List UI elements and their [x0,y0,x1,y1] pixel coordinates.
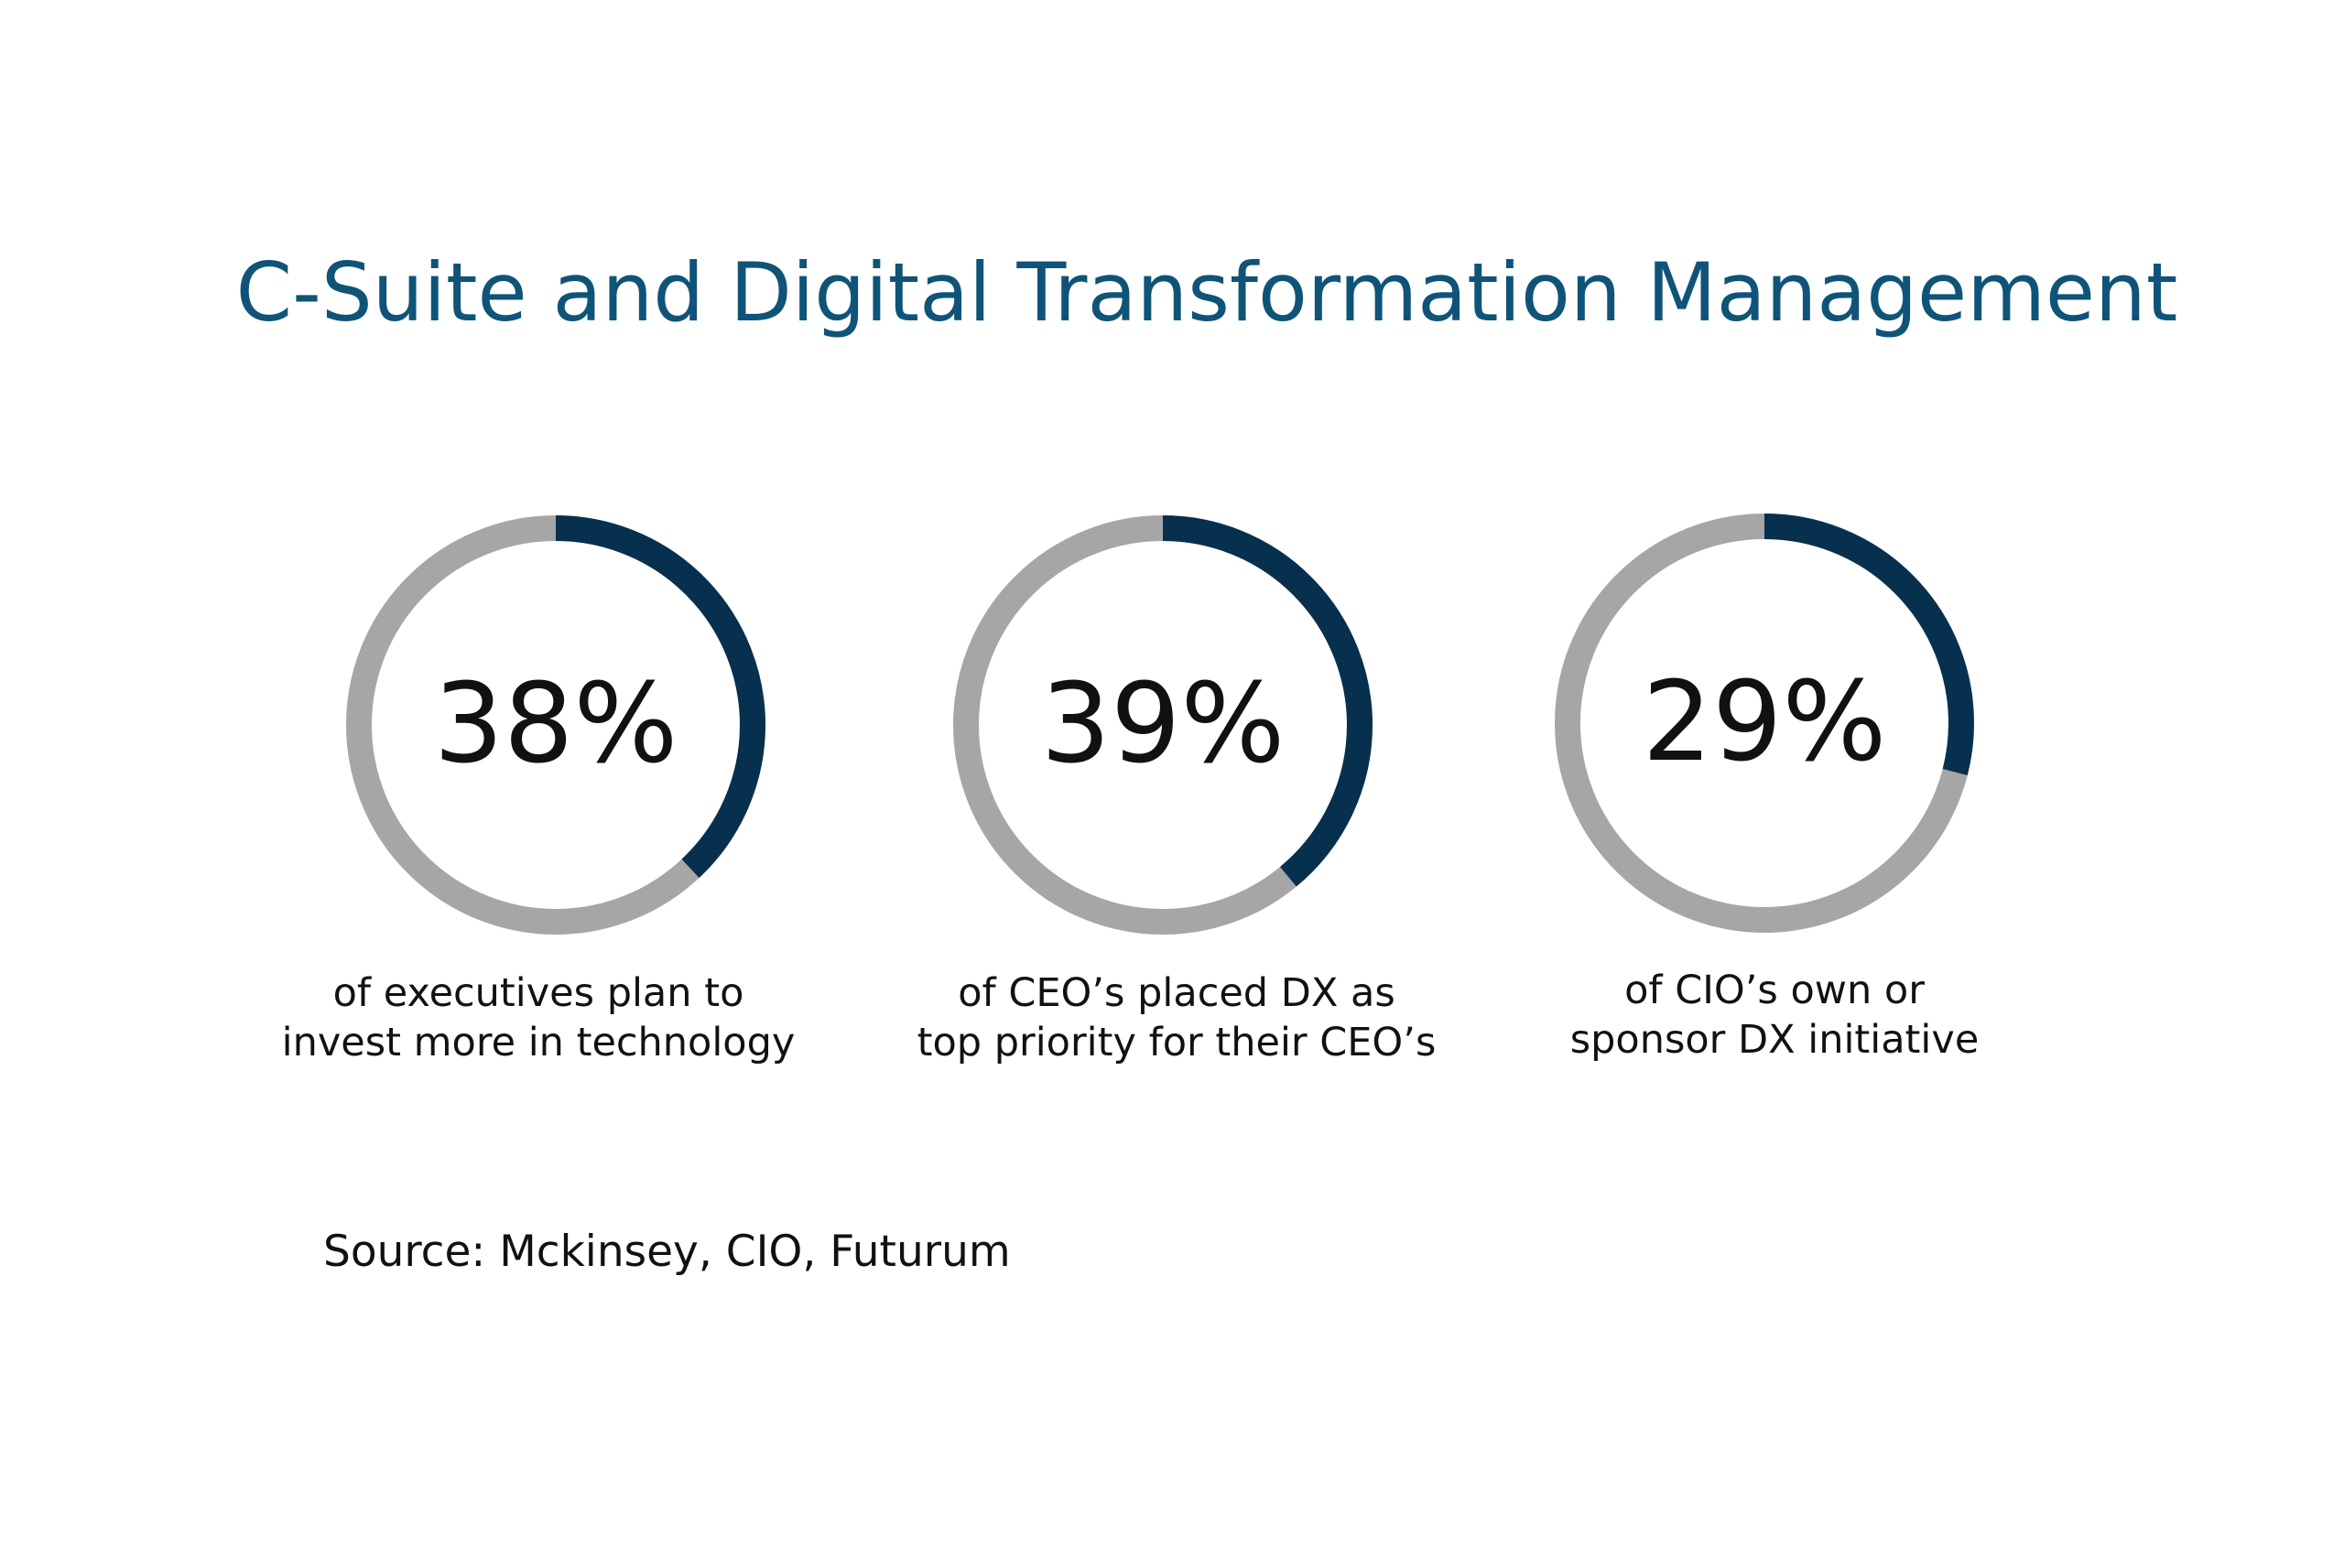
chart-title: C-Suite and Digital Transformation Manag… [235,245,2178,340]
donut-caption-2: of CEO’s placed DX as top priority for t… [893,968,1460,1067]
donut-caption-1-line-1: of executives plan to [332,970,744,1016]
donut-value-1: 38% [433,661,678,788]
donut-caption-3-line-2: sponsor DX initiative [1569,1017,1980,1063]
donut-value-2: 39% [1040,661,1286,788]
donut-chart-2: 39% [952,514,1373,935]
donut-caption-1-line-2: invest more in technology [281,1020,796,1065]
donut-caption-2-line-2: top priority for their CEO’s [917,1020,1437,1065]
donut-caption-2-line-1: of CEO’s placed DX as [958,970,1395,1016]
donut-chart-3: 29% [1554,513,1975,934]
donut-caption-3: of CIO’s own or sponsor DX initiative [1491,966,2058,1065]
donut-svg-1 [346,515,765,935]
source-note: Source: Mckinsey, CIO, Futurum [323,1227,1011,1277]
donut-svg-2 [953,515,1373,935]
donut-caption-3-line-1: of CIO’s own or [1624,968,1925,1013]
donut-value-3: 29% [1642,659,1887,786]
donut-arc-1 [346,515,765,935]
donut-svg-3 [1555,514,1974,933]
donut-arc-3 [1555,514,1974,933]
donut-arc-2 [953,515,1373,935]
donut-chart-1: 38% [345,514,766,935]
donut-caption-1: of executives plan to invest more in tec… [255,968,822,1067]
